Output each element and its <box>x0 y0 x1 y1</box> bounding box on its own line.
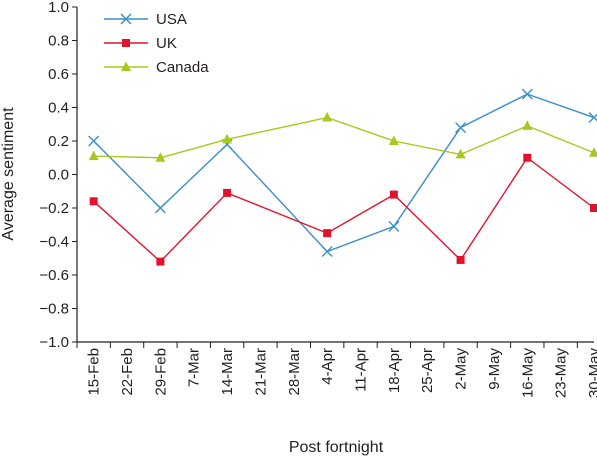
data-point-uk <box>590 204 597 212</box>
legend-label: UK <box>156 35 177 52</box>
data-point-usa-stroke <box>88 135 100 147</box>
chart-series <box>88 88 597 266</box>
legend-marker <box>121 61 131 71</box>
data-point-canada <box>155 152 166 162</box>
data-point-canada <box>222 133 233 144</box>
x-tick-label: 22-Feb <box>119 348 136 396</box>
y-tick-label: 1.0 <box>48 0 69 16</box>
x-tick-label: 7-Mar <box>186 348 203 387</box>
data-point-usa-stroke <box>154 202 166 214</box>
y-tick-label: 0.8 <box>48 33 69 50</box>
x-tick-label: 9-May <box>486 348 503 390</box>
chart-legend: USA UK Canada <box>104 11 209 76</box>
data-point-usa <box>388 220 400 232</box>
data-point-canada <box>522 120 533 130</box>
legend-marker <box>120 13 132 25</box>
x-tick-label: 25-Apr <box>419 348 436 393</box>
series-line-usa <box>93 93 595 253</box>
data-point-usa-stroke <box>521 88 533 100</box>
series-canada <box>88 112 597 162</box>
x-tick-label: 4-Apr <box>319 348 336 385</box>
data-point-uk <box>323 229 332 238</box>
data-point-uk <box>389 190 398 199</box>
x-tick-label: 14-Mar <box>219 348 236 396</box>
data-point-usa-stroke <box>588 113 597 124</box>
x-axis-title: Post fortnight <box>289 439 384 456</box>
x-tick-label: 28-Mar <box>286 348 303 396</box>
y-tick-label: 0.6 <box>48 66 69 83</box>
data-point-usa <box>154 202 166 214</box>
data-point-usa-stroke <box>388 220 400 232</box>
series-line-canada <box>93 116 595 159</box>
data-point-uk <box>523 153 532 162</box>
y-tick-label: −0.4 <box>39 234 69 251</box>
data-point-canada <box>88 150 99 161</box>
legend-marker <box>122 39 130 47</box>
data-point-uk <box>223 188 232 197</box>
x-tick-label: 23-May <box>553 348 570 399</box>
data-point-canada <box>455 148 466 159</box>
x-tick-label: 21-Mar <box>252 348 269 396</box>
data-point-canada <box>388 135 399 145</box>
x-tick-label: 30-May <box>586 348 597 399</box>
data-point-usa <box>588 112 597 124</box>
chart-axes: −1.0 −0.8 −0.6 −0.4 −0.2 0.0 0.2 0.4 0.6 0.8 1.0 15… <box>39 0 597 398</box>
x-tick-label: 11-Apr <box>353 348 370 392</box>
data-point-canada <box>589 147 597 157</box>
data-point-usa-stroke <box>321 246 333 258</box>
x-tick-label: 29-Feb <box>152 348 169 396</box>
data-point-uk <box>456 255 465 264</box>
series-usa <box>88 88 597 258</box>
data-point-usa <box>88 135 100 147</box>
data-point-usa <box>455 122 467 134</box>
data-point-usa <box>521 88 533 100</box>
y-tick-label: −0.8 <box>39 301 69 318</box>
legend-item-canada: Canada <box>104 59 209 76</box>
x-tick-label: 18-Apr <box>386 348 403 393</box>
data-point-canada <box>322 112 333 122</box>
legend-item-uk: UK <box>104 35 177 52</box>
y-tick-label: 0.2 <box>48 133 69 150</box>
legend-item-usa: USA <box>104 11 187 28</box>
legend-label: Canada <box>156 59 209 76</box>
x-tick-label: 15-Feb <box>86 348 103 396</box>
data-point-usa-stroke <box>455 122 467 134</box>
data-point-uk <box>89 197 98 206</box>
y-tick-label: −1.0 <box>39 334 69 351</box>
data-point-usa <box>321 246 333 258</box>
y-tick-label: −0.6 <box>39 267 69 284</box>
y-tick-label: 0.4 <box>48 100 69 117</box>
y-tick-label: −0.2 <box>39 200 69 217</box>
x-tick-label: 16-May <box>519 348 536 399</box>
series-uk <box>89 153 597 266</box>
x-tick-label: 2-May <box>453 348 470 390</box>
y-axis-title: Average sentiment <box>0 107 17 241</box>
legend-label: USA <box>156 11 187 28</box>
series-line-uk <box>93 156 595 263</box>
data-point-uk <box>156 257 165 266</box>
y-tick-label: 0.0 <box>48 167 69 184</box>
legend-marker-stroke <box>120 13 132 25</box>
